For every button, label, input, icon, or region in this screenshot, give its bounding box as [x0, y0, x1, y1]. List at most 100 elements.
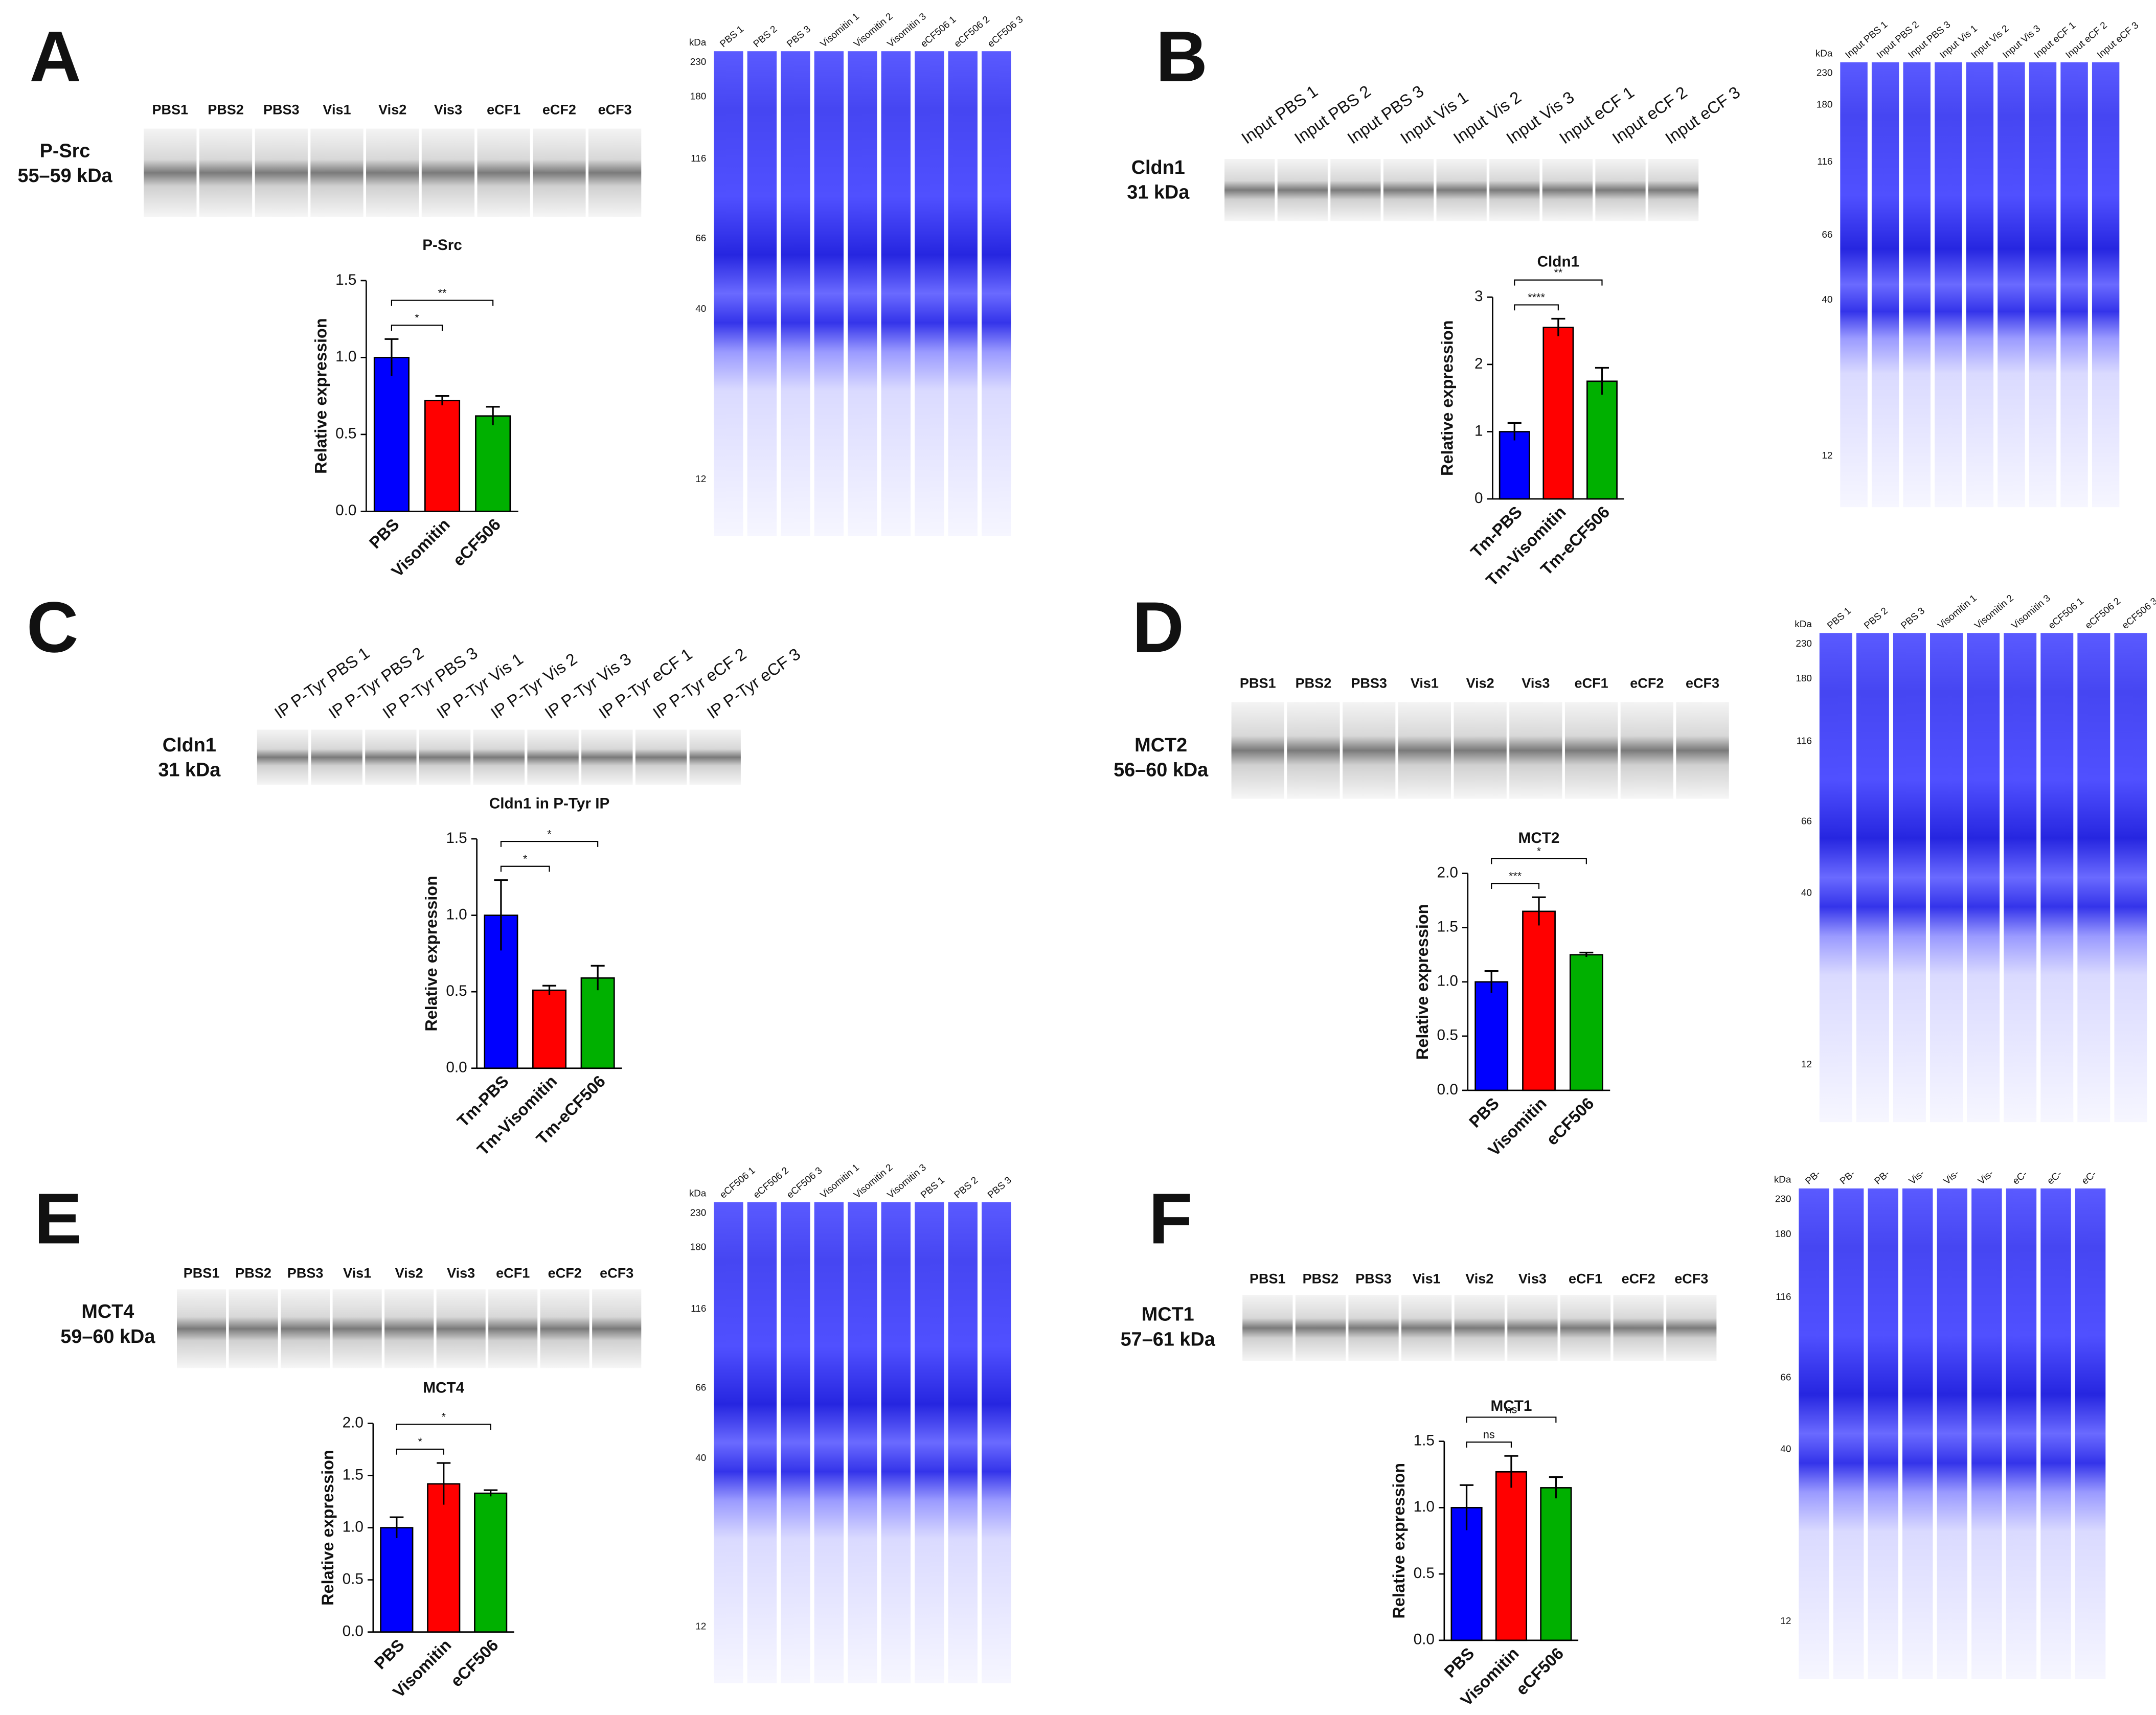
bar — [1569, 954, 1603, 1091]
significance-label: * — [442, 1410, 446, 1423]
blot-lane-label: PBS3 — [1351, 675, 1387, 691]
blot-lane — [1343, 702, 1396, 799]
gel-marker-label: 230 — [1775, 1194, 1791, 1205]
gel-lane — [2006, 1188, 2037, 1679]
blot-lane-label: eCF2 — [548, 1266, 582, 1281]
bar — [474, 1492, 508, 1633]
gel-lane-label: Visomitin 3 — [2010, 593, 2053, 631]
blot-lane — [1454, 1295, 1505, 1361]
blot-lane-label: PBS1 — [1240, 675, 1276, 691]
x-tick-label: PBS — [371, 1636, 408, 1673]
gel-lane — [948, 51, 978, 537]
blot-lane-label: eCF1 — [1575, 675, 1608, 691]
blot-lane — [540, 1289, 589, 1368]
y-tick-label: 0.5 — [335, 425, 356, 442]
gel-lane — [982, 1202, 1011, 1683]
gel-marker-label: 116 — [691, 153, 706, 164]
chart-title: Cldn1 — [1537, 254, 1580, 270]
gel-marker-label: 40 — [1822, 294, 1832, 305]
gel-lane-label: PB- — [1873, 1168, 1892, 1186]
y-tick-label: 1.5 — [335, 271, 356, 288]
blot-lane-label: eCF2 — [1622, 1271, 1655, 1286]
gel-marker-label: 66 — [695, 233, 706, 244]
blot-lane — [1224, 159, 1275, 221]
gel-lane — [1871, 62, 1899, 508]
significance-label: * — [415, 311, 419, 324]
gel-lane — [982, 51, 1011, 537]
significance-label: *** — [1509, 869, 1522, 882]
significance-bracket — [500, 841, 599, 847]
gel-lane — [781, 51, 810, 537]
protein-size: 31 kDa — [1127, 182, 1190, 203]
gel-lane — [2040, 633, 2074, 1123]
blot-lane-label: Vis3 — [1518, 1271, 1547, 1286]
blot-lane-label: eCF3 — [1674, 1271, 1708, 1286]
gel-lane-label: eCF506 1 — [718, 1165, 757, 1200]
y-tick-label: 3 — [1474, 288, 1483, 305]
blot-lane-label: PBS2 — [1296, 675, 1332, 691]
gel-marker-label: 116 — [1817, 156, 1832, 167]
y-tick-label: 1.0 — [335, 348, 356, 365]
bar — [424, 400, 461, 512]
y-tick-label: 0.5 — [446, 982, 467, 999]
blot-lane — [1436, 159, 1487, 221]
blot-lane — [1398, 702, 1451, 799]
gel-marker-label: 180 — [1775, 1229, 1791, 1240]
gel-lane — [1902, 1188, 1933, 1679]
gel-lane-label: eCF506 3 — [986, 14, 1025, 50]
y-axis-label: Relative expression — [1413, 904, 1432, 1060]
gel-lane — [2077, 633, 2110, 1123]
gel-marker-label: 180 — [1796, 673, 1812, 684]
bar — [373, 357, 410, 512]
gel-lane-label: eC- — [2045, 1169, 2064, 1187]
blot-lane — [257, 729, 309, 785]
blot-lane-label: PBS2 — [1303, 1271, 1339, 1286]
blot-lane-label: Vis3 — [1522, 675, 1550, 691]
gel-lane-label: PBS 2 — [1862, 606, 1890, 632]
protein-name: P-Src — [40, 141, 90, 162]
y-axis-label: Relative expression — [422, 876, 441, 1032]
gel-lane-label: Vis- — [1976, 1168, 1995, 1187]
y-tick-label: 0.0 — [335, 502, 356, 519]
gel-marker-label: 66 — [695, 1383, 706, 1393]
blot-lane-label: Vis3 — [447, 1266, 475, 1281]
gel-lane — [915, 1202, 944, 1683]
blot-lane-label: eCF3 — [598, 102, 632, 118]
blot-lane — [533, 128, 586, 217]
blot-lane — [1564, 702, 1618, 799]
gel-lane — [2004, 633, 2037, 1123]
gel-marker-label: 116 — [1776, 1292, 1791, 1302]
y-tick-label: 1 — [1474, 422, 1483, 439]
gel-lane-label: Vis- — [1907, 1168, 1926, 1187]
gel-marker-label: 12 — [695, 474, 706, 485]
blot-lane-label: eCF3 — [1686, 675, 1719, 691]
gel-lane-label: Vis- — [1942, 1168, 1961, 1187]
significance-bracket — [1514, 304, 1559, 311]
gel-lane — [2075, 1188, 2106, 1679]
blot-lane-label: Vis1 — [1413, 1271, 1441, 1286]
gel-lane-label: eCF506 3 — [2120, 596, 2156, 631]
bar — [1474, 981, 1509, 1091]
gel-lane — [2060, 62, 2088, 508]
blot-lane — [1295, 1295, 1346, 1361]
panel-letter: F — [1149, 1178, 1193, 1259]
protein-size: 56–60 kDa — [1114, 760, 1209, 781]
blot-lane — [1489, 159, 1540, 221]
protein-size: 57–61 kDa — [1121, 1329, 1216, 1350]
gel-unit: kDa — [1815, 49, 1833, 59]
chart-title: MCT2 — [1518, 830, 1560, 847]
gel-lane — [948, 1202, 978, 1683]
significance-label: ** — [438, 286, 447, 299]
gel-lane — [2040, 1188, 2071, 1679]
blot-lane — [1666, 1295, 1717, 1361]
significance-bracket — [391, 300, 494, 306]
blot-lane-label: Vis2 — [378, 102, 406, 118]
bar — [580, 977, 615, 1069]
gel-marker-label: 40 — [1780, 1444, 1791, 1454]
blot-lane — [1287, 702, 1340, 799]
bar — [1495, 1471, 1528, 1641]
significance-label: ns — [1483, 1428, 1495, 1440]
blot-lane-label: IP P-Tyr PBS 2 — [325, 644, 427, 722]
